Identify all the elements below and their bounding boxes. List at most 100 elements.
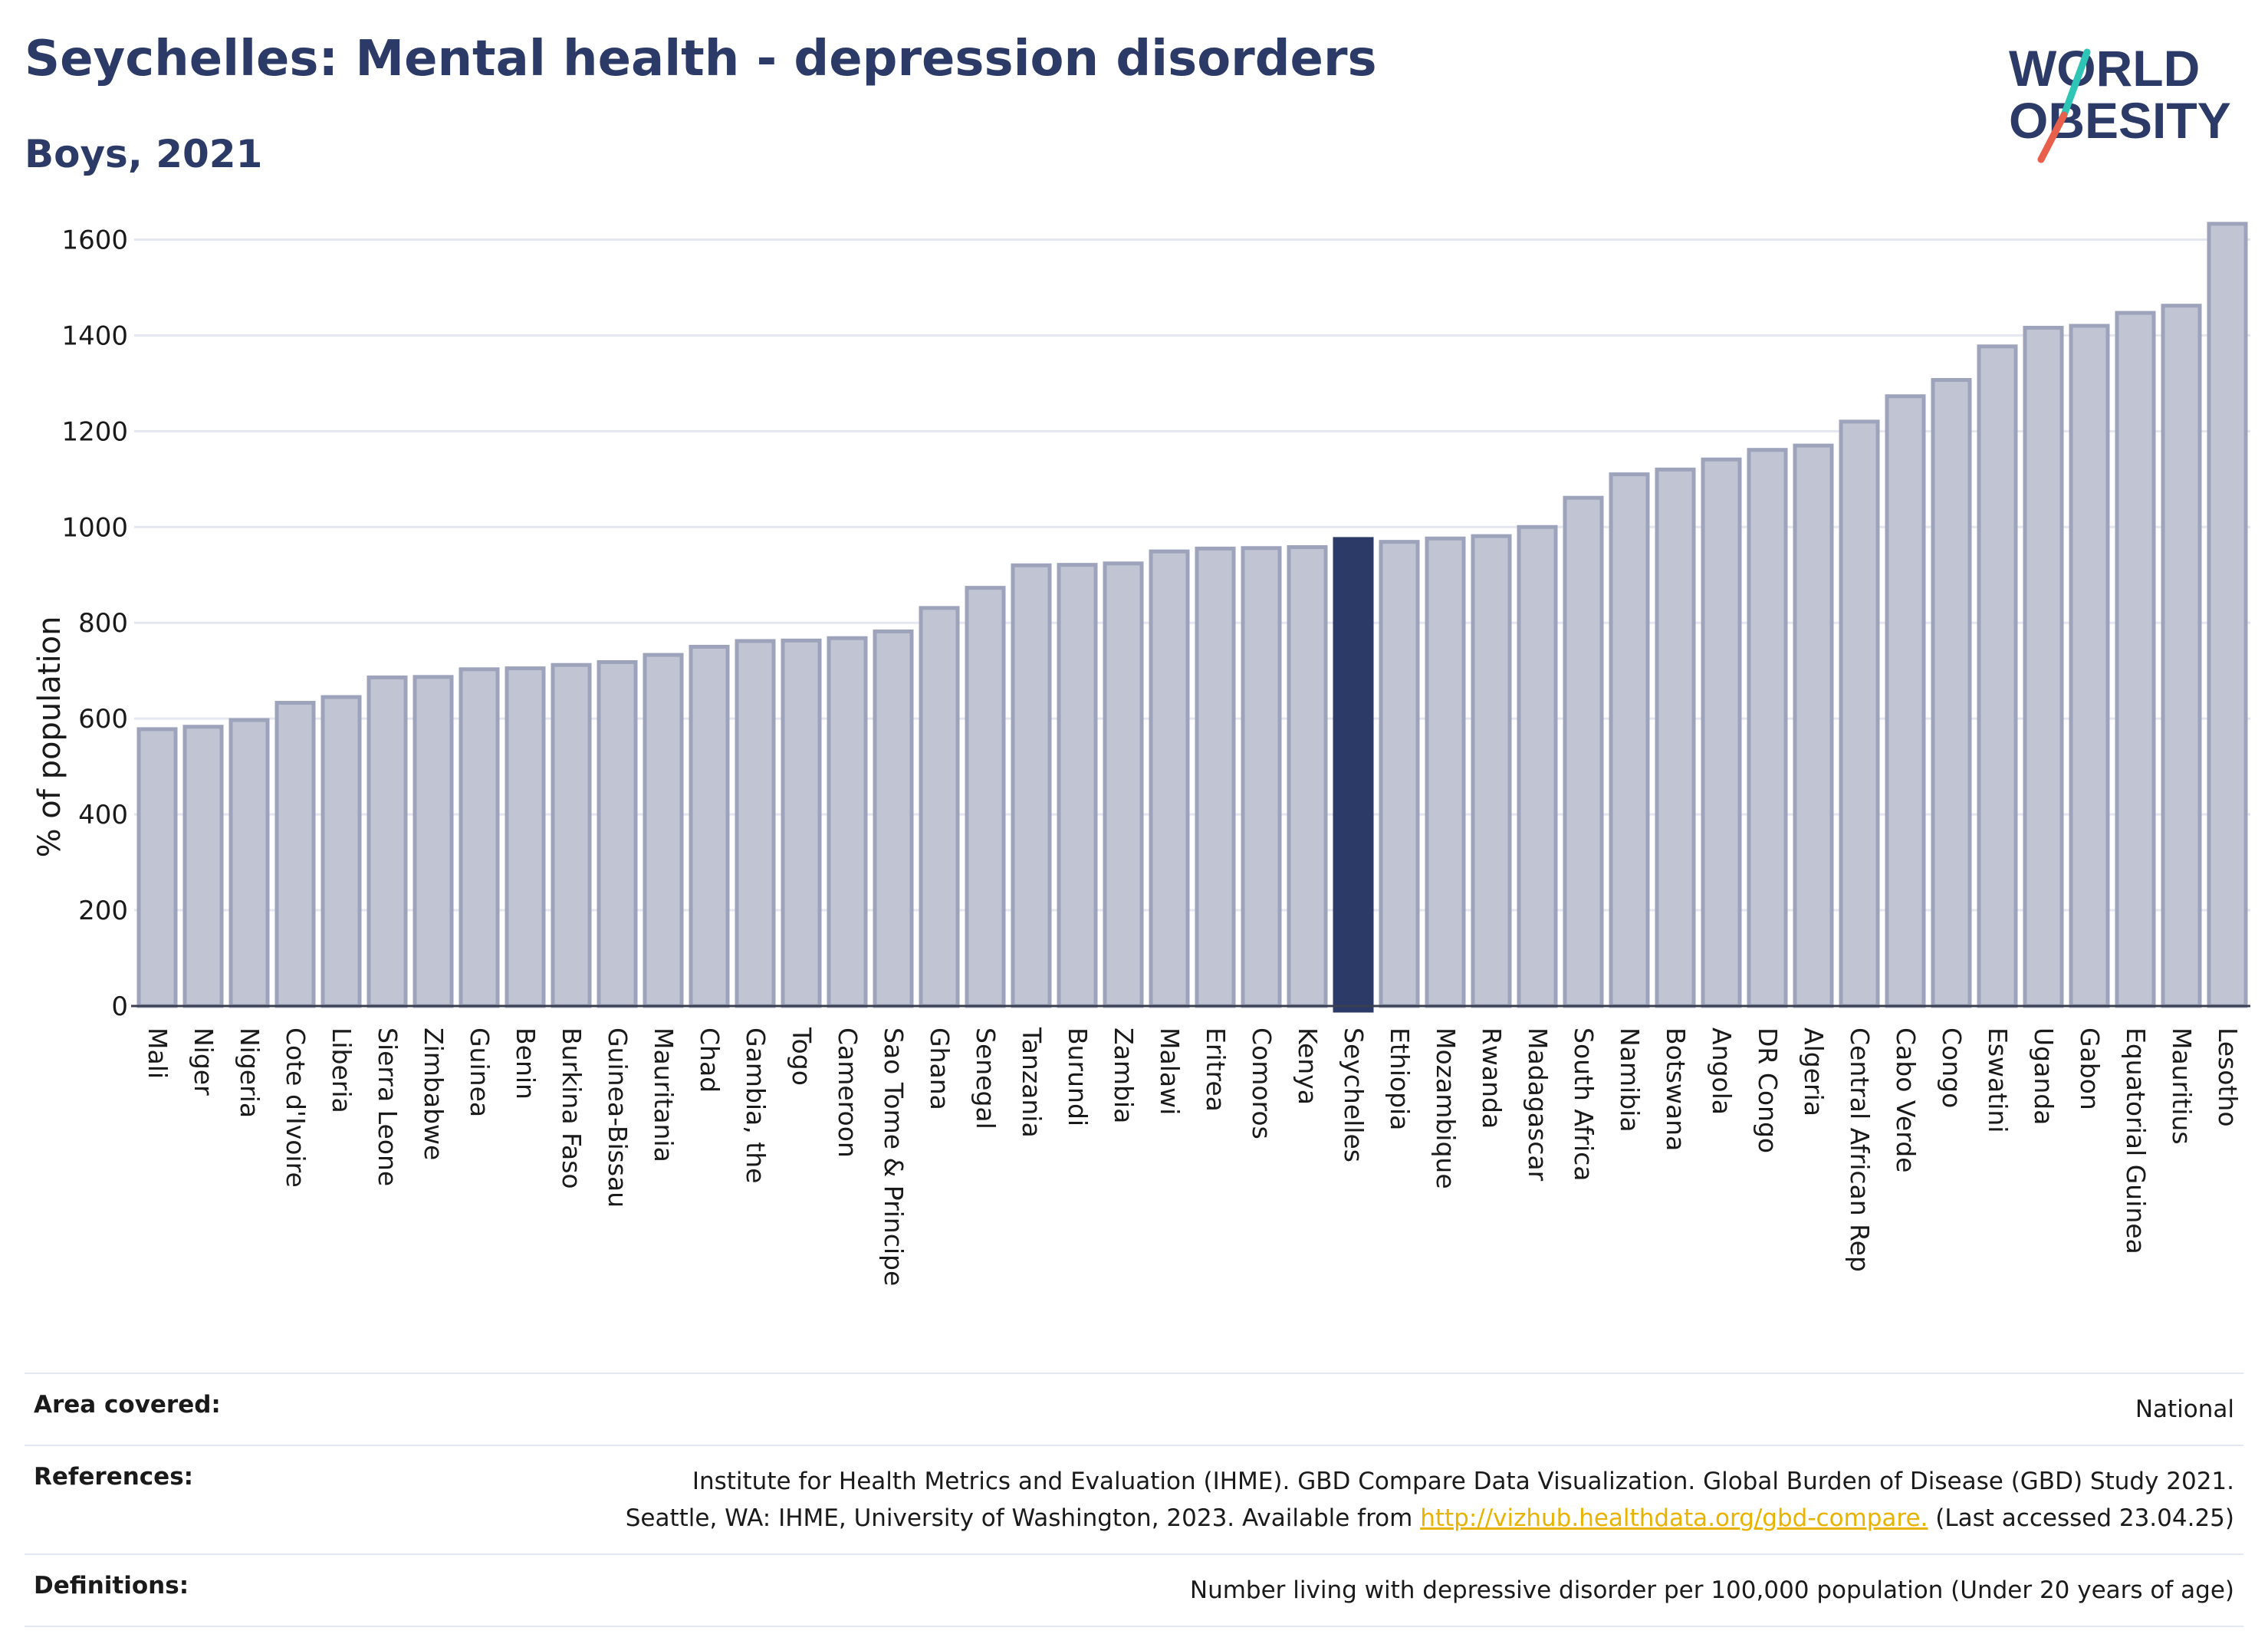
x-tick-label: Uganda (2029, 1027, 2059, 1125)
bar-lesotho (2207, 222, 2248, 1008)
x-tick-label: Gambia, the (741, 1027, 771, 1183)
bar-mali (136, 727, 178, 1008)
bar-cameroon (827, 636, 868, 1008)
references-line2-pre: Seattle, WA: IHME, University of Washing… (625, 1504, 1421, 1533)
bar-guinea (459, 667, 500, 1008)
x-tick-label: Nigeria (235, 1027, 265, 1118)
world-obesity-logo: WORLD OBESITY (2009, 40, 2231, 163)
x-tick-label: Madagascar (1523, 1027, 1553, 1182)
x-tick-label: Equatorial Guinea (2121, 1027, 2151, 1254)
bar-dr-congo (1747, 448, 1788, 1008)
bar-mozambique (1425, 536, 1466, 1008)
y-tick-label: 1600 (61, 225, 128, 255)
x-tick-label: Mozambique (1431, 1027, 1461, 1189)
info-table: Area covered: National References: Insti… (25, 1372, 2243, 1628)
x-tick-label: Rwanda (1477, 1027, 1507, 1129)
definitions-value: Number living with depressive disorder p… (503, 1553, 2243, 1628)
y-tick-label: 800 (78, 608, 128, 639)
bar-central-african-rep (1839, 419, 1880, 1008)
x-tick-label: Guinea-Bissau (603, 1027, 633, 1208)
x-tick-label: Benin (511, 1027, 541, 1100)
x-tick-label: Zambia (1109, 1027, 1139, 1123)
y-tick-label: 400 (78, 800, 128, 830)
x-tick-label: Eswatini (1983, 1027, 2013, 1133)
chart-title: Seychelles: Mental health - depression d… (25, 31, 1377, 87)
logo-slash-bottom (2037, 111, 2068, 163)
references-link[interactable]: http://vizhub.healthdata.org/gbd-compare… (1420, 1504, 1928, 1533)
x-tick-label: Sierra Leone (373, 1027, 403, 1186)
x-tick-label: Guinea (465, 1027, 495, 1117)
x-tick-label: Gabon (2075, 1027, 2105, 1110)
bar-guinea-bissau (597, 659, 638, 1008)
bar-algeria (1793, 443, 1834, 1008)
bar-togo (781, 638, 822, 1008)
x-tick-label: Mauritania (649, 1027, 679, 1162)
bar-nigeria (228, 718, 270, 1008)
bar-zambia (1103, 561, 1144, 1008)
chart-subtitle: Boys, 2021 (25, 132, 263, 176)
bar-zimbabwe (413, 675, 454, 1008)
logo-text-obesity: OBESITY (2009, 92, 2231, 149)
references-line2-post: (Last accessed 23.04.25) (1928, 1504, 2234, 1533)
bar-niger (182, 725, 224, 1008)
x-tick-label: South Africa (1569, 1027, 1599, 1182)
bar-botswana (1655, 467, 1696, 1008)
bar-equatorial-guinea (2115, 311, 2156, 1008)
x-tick-label: Cameroon (833, 1027, 863, 1158)
bar-south-africa (1563, 495, 1604, 1008)
area-covered-value: National (503, 1372, 2243, 1446)
bar-cabo-verde (1885, 394, 1926, 1008)
x-tick-label: Ghana (925, 1027, 955, 1110)
bar-tanzania (1011, 563, 1052, 1008)
bar-benin (505, 666, 546, 1008)
bar-burundi (1057, 563, 1098, 1008)
x-tick-label: Central African Rep (1845, 1027, 1875, 1272)
area-covered-label: Area covered: (25, 1372, 503, 1446)
references-line1: Institute for Health Metrics and Evaluat… (692, 1468, 2234, 1496)
x-tick-label: Seychelles (1339, 1027, 1369, 1162)
bar-malawi (1149, 549, 1190, 1008)
logo-slash-top (2060, 48, 2091, 119)
bar-chart: 0 200 400 600 800 1000 1200 1400 1600 Mali Niger N… (32, 222, 2250, 1286)
x-tick-label: Liberia (327, 1027, 357, 1113)
y-axis-title: % of population (32, 616, 67, 858)
bar-rwanda (1471, 534, 1512, 1008)
x-tick-label: Tanzania (1017, 1027, 1047, 1138)
x-tick-label: Malawi (1155, 1027, 1185, 1115)
bar-gambia-the (735, 639, 776, 1008)
x-tick-label: Burkina Faso (557, 1027, 587, 1189)
x-tick-label: Senegal (971, 1027, 1001, 1129)
y-tick-label: 1200 (61, 416, 128, 447)
x-tick-label: Eritrea (1201, 1027, 1231, 1112)
x-tick-label: Burundi (1063, 1027, 1093, 1126)
bar-ghana (919, 606, 960, 1008)
bar-madagascar (1517, 524, 1558, 1008)
x-tick-label: Comoros (1247, 1027, 1277, 1139)
y-axis-ticks: 0 200 400 600 800 1000 1200 1400 1600 (61, 225, 128, 1022)
x-tick-label: Botswana (1661, 1027, 1691, 1151)
x-tick-label: Cote d'Ivoire (281, 1027, 311, 1188)
bar-mauritius (2161, 304, 2202, 1008)
bar-congo (1931, 378, 1972, 1008)
bar-eswatini (1977, 344, 2018, 1008)
x-axis-category-labels: Mali Niger Nigeria Cote d'Ivoire Liberia Sier… (143, 1027, 2243, 1286)
bar-cote-d-ivoire (274, 701, 316, 1008)
bar-liberia (320, 695, 362, 1008)
info-row-area: Area covered: National (25, 1372, 2243, 1446)
bar-eritrea (1195, 546, 1236, 1008)
bar-angola (1701, 457, 1742, 1008)
bar-sao-tome-principe (873, 629, 914, 1008)
x-tick-label: Ethiopia (1385, 1027, 1415, 1130)
bar-sierra-leone (366, 675, 408, 1008)
y-tick-label: 1400 (61, 321, 128, 351)
bar-ethiopia (1379, 540, 1420, 1008)
bar-kenya (1287, 545, 1328, 1008)
bar-comoros (1241, 546, 1282, 1008)
x-tick-label: Togo (787, 1027, 817, 1086)
x-tick-label: Sao Tome & Principe (879, 1027, 909, 1286)
references-label: References: (25, 1445, 503, 1555)
y-tick-label: 200 (78, 896, 128, 926)
x-tick-label: Mali (143, 1027, 173, 1079)
x-tick-label: Namibia (1615, 1027, 1645, 1133)
info-row-references: References: Institute for Health Metrics… (25, 1445, 2243, 1555)
